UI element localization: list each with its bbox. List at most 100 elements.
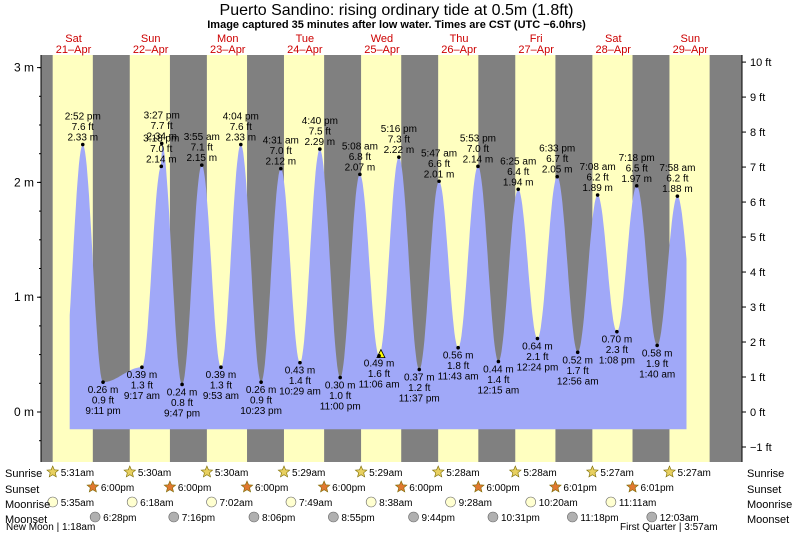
low-tide-point: [496, 359, 501, 364]
moonset-time: 9:44pm: [422, 513, 455, 524]
moonset-icon: [646, 511, 658, 523]
high-tide-label: 5:08 am: [342, 141, 378, 152]
high-tide-label: 2.01 m: [424, 169, 455, 180]
day-date: 25–Apr: [364, 44, 400, 56]
day-date: 23–Apr: [210, 44, 246, 56]
low-tide-point: [615, 329, 619, 334]
high-tide-label: 7.6 ft: [72, 122, 94, 133]
low-tide-label: 10:29 am: [279, 387, 321, 398]
high-tide-point: [634, 184, 639, 188]
low-tide-label: 1.3 ft: [131, 381, 153, 392]
sunset-icon: [240, 480, 254, 493]
day-date: 29–Apr: [673, 44, 709, 56]
right-tick-label: 1 ft: [750, 372, 765, 384]
moonset-icon: [89, 511, 101, 523]
day-of-week: Sat: [65, 33, 82, 45]
moonrise-time: 5:35am: [61, 498, 94, 509]
chart-title: Puerto Sandino: rising ordinary tide at …: [219, 2, 574, 19]
low-tide-label: 0.49 m: [364, 359, 395, 370]
low-tide-label: 1.4 ft: [487, 375, 509, 386]
moonrise-row-label-right: Moonrise: [747, 499, 793, 511]
moonrise-time: 9:28am: [459, 498, 492, 509]
high-tide-label: 4:31 am: [263, 136, 299, 147]
high-tide-point: [358, 172, 362, 177]
day-of-week: Tue: [296, 33, 315, 45]
low-tide-point: [575, 350, 580, 355]
high-tide-label: 6.2 ft: [586, 173, 608, 184]
moonrise-icon: [445, 496, 456, 508]
sunrise-icon: [200, 465, 214, 478]
high-tide-point: [397, 155, 401, 159]
low-tide-point: [377, 353, 381, 358]
high-tide-label: 6:25 am: [500, 156, 536, 167]
day-of-week: Wed: [371, 33, 393, 45]
day-of-week: Sun: [681, 33, 701, 45]
sunrise-time: 5:31am: [61, 468, 94, 479]
low-tide-label: 0.44 m: [483, 364, 514, 375]
high-tide-label: 7:18 pm: [619, 153, 655, 164]
moonset-icon: [168, 511, 180, 523]
low-tide-label: 1:40 am: [639, 369, 675, 380]
low-tide-label: 11:43 am: [438, 372, 479, 383]
moonset-icon: [567, 511, 578, 523]
day-date: 27–Apr: [518, 44, 554, 56]
tide-labels: 2:52 pm7.6 ft2.33 m0.26 m0.9 ft9:11 pm0.…: [65, 110, 696, 419]
low-tide-point: [180, 382, 184, 387]
high-tide-point: [437, 179, 441, 184]
low-tide-label: 9:53 am: [203, 391, 239, 402]
moonset-icon: [328, 511, 339, 523]
moonset-time: 8:06pm: [262, 513, 295, 524]
high-tide-label: 7.0 ft: [467, 144, 489, 155]
high-tide-label: 2:52 pm: [65, 112, 101, 123]
moonset-icon: [248, 511, 260, 523]
low-tide-label: 0.52 m: [562, 355, 593, 366]
sunset-time: 6:01pm: [563, 483, 596, 494]
moonset-row-label-left: Moonset: [5, 514, 48, 526]
low-tide-label: 0.26 m: [88, 385, 119, 396]
high-tide-point: [279, 166, 283, 171]
sunset-row-label-left: Sunset: [5, 484, 40, 496]
low-tide-point: [101, 380, 105, 384]
day-date: 28–Apr: [596, 44, 632, 56]
day-of-week: Mon: [217, 33, 238, 45]
low-tide-label: 0.9 ft: [92, 396, 114, 407]
low-tide-point: [259, 380, 263, 384]
high-tide-label: 3:55 am: [184, 132, 220, 143]
high-tide-label: 6.2 ft: [666, 174, 688, 185]
sunrise-time: 5:29am: [369, 468, 402, 479]
sunrise-time: 5:27am: [678, 468, 711, 479]
high-tide-label: 2.14 m: [463, 154, 494, 165]
high-tide-point: [595, 193, 600, 197]
right-tick-label: 5 ft: [750, 232, 765, 244]
sunset-icon: [548, 480, 562, 493]
moonrise-icon: [605, 496, 617, 508]
new-moon-note: New Moon | 1:18am: [6, 522, 96, 533]
low-tide-label: 12:24 pm: [517, 363, 559, 374]
high-tide-label: 7.0 ft: [150, 144, 172, 155]
high-tide-label: 6.6 ft: [428, 159, 450, 170]
high-tide-point: [159, 141, 164, 146]
sunset-icon: [317, 480, 331, 493]
high-tide-label: 2.33 m: [226, 133, 257, 144]
low-tide-label: 0.30 m: [325, 381, 356, 392]
low-tide-point: [140, 365, 144, 370]
high-tide-label: 2.15 m: [186, 153, 217, 164]
high-tide-label: 3:27 pm: [144, 110, 180, 121]
low-tide-label: 9:47 pm: [164, 408, 200, 419]
sunset-icon: [163, 480, 177, 493]
sunset-time: 6:00pm: [255, 483, 288, 494]
moonrise-icon: [47, 496, 59, 508]
low-tide-label: 1.2 ft: [408, 383, 430, 394]
high-tide-label: 5:47 am: [421, 148, 457, 159]
low-tide-label: 1:08 pm: [599, 356, 635, 367]
low-tide-label: 0.64 m: [522, 342, 553, 353]
sunrise-time: 5:29am: [292, 468, 325, 479]
high-tide-label: 7.5 ft: [309, 127, 331, 138]
low-tide-point: [298, 360, 302, 365]
sunrise-icon: [663, 465, 676, 478]
sunrise-icon: [585, 465, 599, 478]
low-tide-label: 1.6 ft: [368, 369, 390, 380]
moonrise-icon: [126, 496, 138, 508]
high-tide-label: 2.22 m: [384, 145, 415, 156]
